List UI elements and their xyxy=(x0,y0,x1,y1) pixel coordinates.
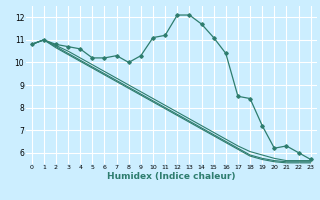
X-axis label: Humidex (Indice chaleur): Humidex (Indice chaleur) xyxy=(107,172,236,181)
